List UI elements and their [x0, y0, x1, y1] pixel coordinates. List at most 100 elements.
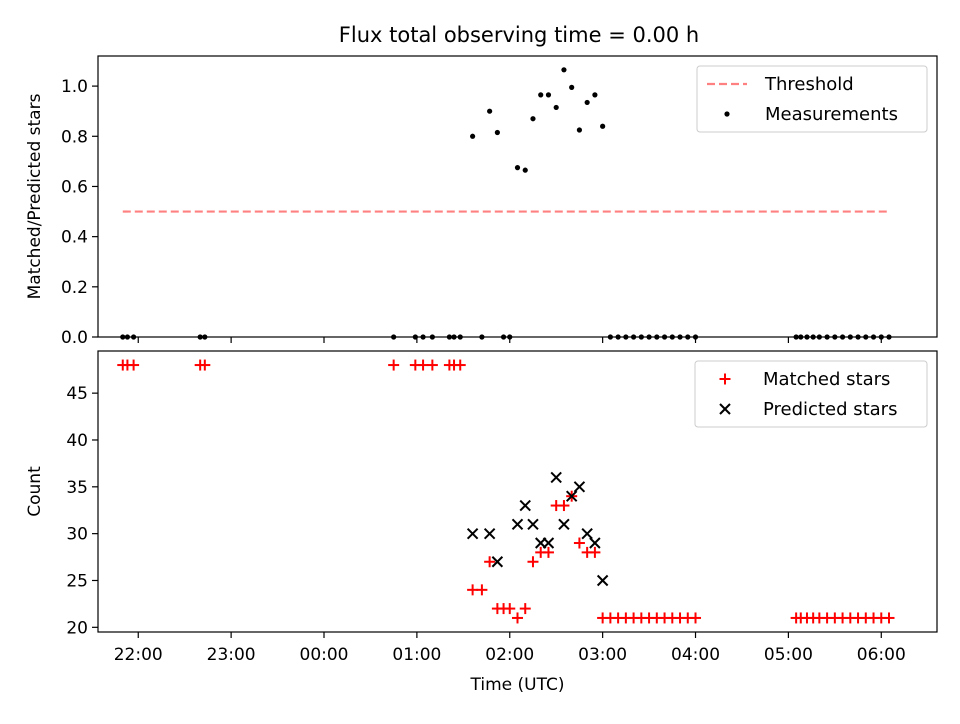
measurements-point	[522, 167, 528, 173]
x-tick-label: 02:00	[485, 645, 534, 665]
measurements-point	[692, 334, 699, 340]
measurements-point	[553, 104, 559, 111]
measurements-point	[500, 334, 507, 340]
measurements-point	[638, 334, 644, 340]
measurements-point	[420, 334, 426, 340]
measurements-point	[202, 334, 208, 340]
matched-stars-point	[454, 359, 466, 371]
predicted-stars-point	[565, 490, 578, 502]
matched-stars-point	[199, 359, 211, 371]
measurements-point	[530, 116, 536, 122]
measurements-point	[855, 334, 861, 340]
measurements-point	[507, 334, 513, 340]
legend-swatch-matched-stars	[719, 373, 731, 385]
x-tick-label: 06:00	[857, 645, 906, 665]
measurements-point	[793, 334, 799, 340]
measurements-point	[607, 334, 613, 340]
y-axis-label: Matched/Predicted stars	[25, 93, 45, 299]
y-tick-label: 35	[66, 478, 88, 498]
measurements-point	[661, 334, 668, 340]
matched-stars-point	[690, 612, 702, 624]
predicted-stars-point	[483, 527, 496, 540]
measurements-point	[569, 84, 575, 90]
y-tick-label: 30	[66, 525, 88, 545]
measurements-point	[878, 334, 884, 340]
x-tick-label: 05:00	[764, 645, 813, 665]
measurements-point	[576, 127, 583, 133]
measurements-point	[600, 123, 606, 129]
matched-stars-point	[542, 546, 554, 558]
measurements-point	[514, 165, 521, 171]
y-tick-label: 0.0	[61, 328, 88, 348]
matched-stars-point	[512, 612, 523, 624]
matched-stars-point	[467, 584, 479, 596]
matched-stars-point	[504, 603, 516, 615]
legend-swatch-measurements	[724, 111, 730, 117]
predicted-stars-point	[466, 527, 479, 540]
predicted-stars-point	[581, 527, 593, 540]
measurements-point	[124, 334, 131, 340]
predicted-stars-point	[511, 518, 524, 530]
x-tick-label: 22:00	[114, 645, 163, 665]
y-axis-label: Count	[25, 466, 45, 517]
matched-stars-point	[417, 359, 429, 371]
measurements-point	[798, 334, 804, 340]
matched-stars-point	[573, 537, 585, 549]
matched-stars-point	[589, 546, 601, 558]
y-tick-label: 0.4	[61, 228, 88, 248]
x-tick-label: 00:00	[300, 645, 349, 665]
measurements-point	[131, 334, 137, 340]
measurements-point	[479, 334, 485, 340]
predicted-stars-point	[542, 537, 555, 549]
measurements-point	[839, 334, 846, 340]
x-tick-label: 03:00	[578, 645, 627, 665]
count-panel: 20 25 30 35 40 45 22:00 23:00 00:00 01:00 02:00 03:…	[25, 350, 938, 695]
x-axis-label: Time (UTC)	[470, 675, 565, 695]
y-tick-label: 25	[66, 571, 88, 591]
measurements-point	[538, 92, 544, 98]
legend: Matched stars Predicted stars	[694, 360, 928, 428]
measurements-point	[816, 334, 822, 340]
matched-stars-point	[558, 500, 570, 512]
measurements-point	[824, 334, 830, 340]
measurements-point	[487, 108, 493, 114]
legend: Threshold Measurements	[696, 65, 928, 133]
measurements-point	[494, 129, 500, 136]
measurements-point	[630, 334, 637, 340]
predicted-stars-point	[589, 537, 601, 549]
measurements-point	[804, 334, 810, 340]
y-tick-label: 0.6	[61, 177, 88, 197]
predicted-stars-point	[491, 556, 504, 568]
legend-label-threshold: Threshold	[764, 74, 854, 95]
measurements-point	[545, 92, 552, 98]
measurements-point	[669, 334, 675, 340]
measurements-point	[646, 334, 652, 340]
predicted-stars-point	[558, 518, 570, 530]
measurements-point	[412, 334, 418, 340]
measurements-point	[429, 334, 435, 340]
measurements-point	[870, 334, 877, 340]
measurements-point	[592, 92, 598, 98]
y-tick-label: 45	[66, 384, 88, 404]
y-tick-label: 20	[66, 618, 88, 638]
x-tick-label: 04:00	[671, 645, 720, 665]
measurements-point	[197, 334, 203, 340]
matched-stars-point	[476, 584, 488, 596]
matched-stars-point	[883, 612, 895, 624]
legend-label-predicted-stars: Predicted stars	[763, 399, 897, 420]
measurements-point	[886, 334, 892, 340]
ratio-panel: 0.0 0.2 0.4 0.6 0.8 1.0 Matched/Predicted star…	[25, 55, 938, 348]
predicted-stars-point	[596, 574, 609, 587]
predicted-stars-point	[527, 518, 539, 530]
matched-stars-point	[519, 603, 531, 615]
measurements-point	[654, 334, 660, 340]
measurements-point	[677, 334, 683, 340]
measurements-point	[623, 334, 629, 340]
measurements-point	[847, 334, 853, 340]
measurements-point	[561, 67, 567, 73]
y-tick-label: 0.8	[61, 127, 88, 147]
measurements-point	[584, 99, 590, 106]
matched-stars-point	[426, 359, 438, 371]
legend-label-matched-stars: Matched stars	[763, 369, 890, 390]
predicted-stars-point	[519, 499, 531, 512]
